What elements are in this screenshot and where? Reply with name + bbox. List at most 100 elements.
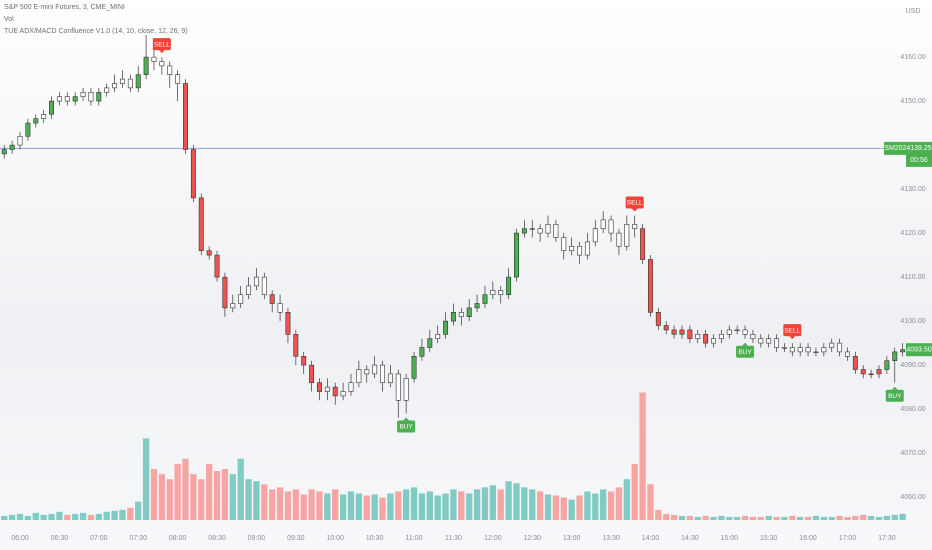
volume-bar (205, 463, 213, 520)
volume-bar (135, 501, 142, 520)
candle-body (758, 338, 764, 344)
volume-bar (836, 515, 843, 520)
candle-body (655, 312, 661, 326)
volume-bar (32, 512, 39, 520)
candle-body (332, 386, 338, 397)
volume-bar (828, 516, 835, 520)
volume-bar (182, 458, 189, 520)
candle-body (498, 290, 504, 296)
volume-bar (190, 474, 197, 520)
candle-body (214, 254, 220, 278)
candle-body (797, 347, 803, 353)
volume-bar (568, 499, 575, 520)
volume-bar (576, 495, 583, 520)
indicator-label: TUE ADX/MACD Confluence V1.0 (14, 10, cl… (4, 28, 188, 35)
last-price-tag (906, 343, 932, 357)
volume-bar (765, 515, 772, 520)
signal-box (885, 389, 904, 402)
candle-body (356, 369, 362, 384)
candle-body (175, 74, 181, 84)
volume-bar (237, 458, 244, 520)
candle-body (821, 347, 827, 353)
candle-body (506, 276, 512, 296)
volume-bar (458, 491, 465, 520)
volume-bar (387, 493, 394, 520)
volume-bar (450, 489, 457, 520)
volume-bar (647, 484, 654, 520)
candle-body (592, 228, 598, 243)
volume-bar (513, 483, 520, 520)
candle-body (143, 56, 149, 75)
volume-bar (72, 513, 79, 520)
candle-body (813, 351, 819, 354)
volume-bar (284, 491, 292, 520)
volume-bar (860, 514, 867, 520)
volume-bar (875, 516, 883, 520)
y-tick-label: 4080.00 (900, 406, 925, 413)
candle-body (553, 223, 559, 238)
candle-body (474, 303, 480, 309)
volume-bar (245, 479, 252, 520)
x-tick-label: 09:00 (248, 535, 266, 542)
volume-bar (670, 514, 678, 520)
candle-body (33, 118, 39, 124)
signal-pointer (158, 50, 165, 54)
candle-body (159, 61, 165, 67)
candle-body (151, 56, 157, 62)
candle-body (726, 329, 732, 335)
volume-bar (363, 495, 370, 520)
candle-body (198, 197, 204, 251)
volume-bar (158, 474, 166, 520)
y-tick-label: 4110.00 (901, 274, 926, 281)
candle-body (521, 228, 527, 234)
candle-body (127, 78, 133, 89)
candle-body (466, 307, 472, 318)
candle-body (561, 237, 567, 251)
price-tag-label: 4139.25 (906, 145, 931, 152)
volume-bar (253, 481, 260, 520)
candle-body (222, 276, 228, 309)
signal-label: BUY (399, 424, 413, 431)
volume-bar (789, 515, 796, 520)
signal-label: SELL (627, 200, 643, 207)
volume-bar (442, 493, 449, 520)
y-tick-label: 4070.00 (900, 450, 925, 457)
volume-bar (757, 516, 764, 520)
candle-body (230, 303, 236, 309)
x-tick-label: 07:00 (90, 535, 108, 542)
x-tick-label: 06:30 (51, 535, 69, 542)
volume-bar (410, 487, 418, 520)
volume-bar (600, 489, 607, 520)
signal-box (397, 420, 416, 433)
candle-body (206, 250, 212, 256)
volume-bar (332, 489, 339, 520)
candle-body (900, 349, 906, 353)
candle-body (766, 338, 772, 344)
candle-body (183, 83, 188, 150)
signal-pointer (403, 417, 410, 421)
volume-bar (536, 491, 544, 520)
volume-bar (142, 438, 150, 520)
volume-bar (418, 493, 426, 520)
candle-body (419, 347, 425, 357)
candle-body (285, 312, 291, 335)
x-tick-label: 11:30 (445, 535, 462, 542)
candle-body (261, 276, 267, 296)
candle-body (616, 232, 622, 247)
volume-bar (592, 493, 599, 520)
volume-bar (339, 494, 347, 520)
x-tick-label: 08:00 (169, 535, 187, 542)
volume-bar (797, 516, 804, 520)
x-tick-label: 12:30 (523, 535, 541, 542)
last-price-label: 4093.50 (906, 347, 931, 354)
candle-body (892, 351, 898, 362)
volume-bar (481, 487, 489, 520)
volume-bar (24, 515, 32, 520)
volume-bar (852, 515, 859, 520)
candle-body (845, 351, 850, 357)
signal-box (152, 38, 171, 51)
volume-bar (710, 516, 717, 520)
candle-body (545, 223, 551, 234)
candle-body (663, 325, 669, 331)
x-tick-label: 10:30 (366, 535, 384, 542)
